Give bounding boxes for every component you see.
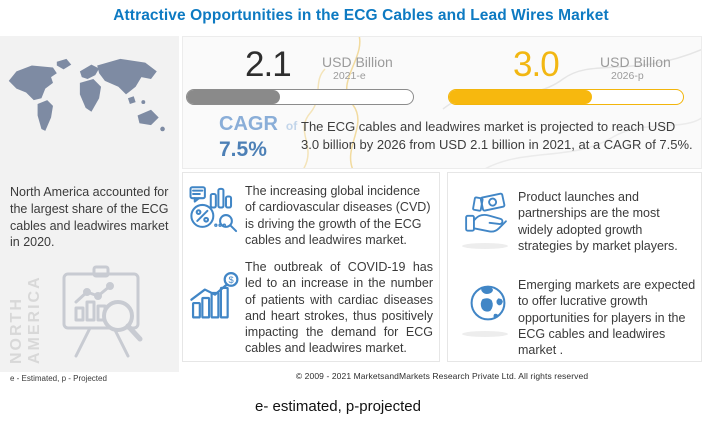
icon-shadow: [462, 331, 508, 337]
hand-money-icon: [465, 192, 507, 233]
region-panel: North America accounted for the largest …: [0, 36, 179, 372]
caption-below: e- estimated, p-projected: [255, 398, 421, 415]
globe-icon: [470, 285, 506, 321]
stat-2021-unit-label: USD Billion: [322, 54, 393, 70]
market-summary-text: The ECG cables and leadwires market is p…: [301, 119, 693, 152]
cagr-value: 7.5%: [219, 138, 267, 161]
progress-bar-2021-fill: [187, 90, 280, 104]
presentation-chart-magnifier-icon: [62, 265, 143, 358]
opportunities-box: Product launches and partnerships are th…: [447, 172, 702, 362]
stat-2021-year: 2021-e: [333, 70, 366, 83]
analytics-report-icon: [189, 186, 238, 233]
stat-2021-unit: USD Billion 2021-e: [322, 54, 393, 82]
stat-2026-unit: USD Billion 2026-p: [600, 54, 671, 82]
svg-text:$: $: [228, 275, 233, 285]
region-watermark: NORTH AMERICA: [8, 275, 43, 364]
cagr-label: CAGR: [219, 113, 278, 135]
world-map-icon: [8, 58, 165, 132]
stat-2026-unit-label: USD Billion: [600, 54, 671, 70]
stat-2026-value: 3.0: [513, 45, 560, 84]
page-title: Attractive Opportunities in the ECG Cabl…: [113, 7, 609, 24]
insight-covid-text: The outbreak of COVID-19 has led to an i…: [245, 260, 433, 356]
stat-2026-year: 2026-p: [611, 70, 644, 83]
stat-2021-value: 2.1: [245, 45, 292, 84]
cagr-block: CAGR of 7.5%: [219, 113, 297, 161]
icon-shadow: [462, 243, 508, 249]
cagr-of: of: [285, 119, 298, 133]
insight-strategies-text: Product launches and partnerships are th…: [518, 190, 678, 253]
drivers-box: The increasing global incidence of cardi…: [182, 172, 440, 362]
progress-bar-2026-fill: [449, 90, 592, 104]
market-size-banner: 2.1 USD Billion 2021-e 3.0 USD Billion 2…: [182, 36, 702, 169]
insight-emerging-markets-text: Emerging markets are expected to offer l…: [518, 278, 696, 357]
region-caption: North America accounted for the largest …: [10, 185, 169, 250]
progress-bar-2021: [186, 89, 414, 105]
growth-bar-chart-icon: $: [190, 272, 239, 319]
insight-cvd-text: The increasing global incidence of cardi…: [245, 184, 431, 247]
copyright-text: © 2009 - 2021 MarketsandMarkets Research…: [295, 371, 589, 381]
progress-bar-2026: [448, 89, 684, 105]
estimate-footnote: e - Estimated, p - Projected: [10, 374, 107, 383]
